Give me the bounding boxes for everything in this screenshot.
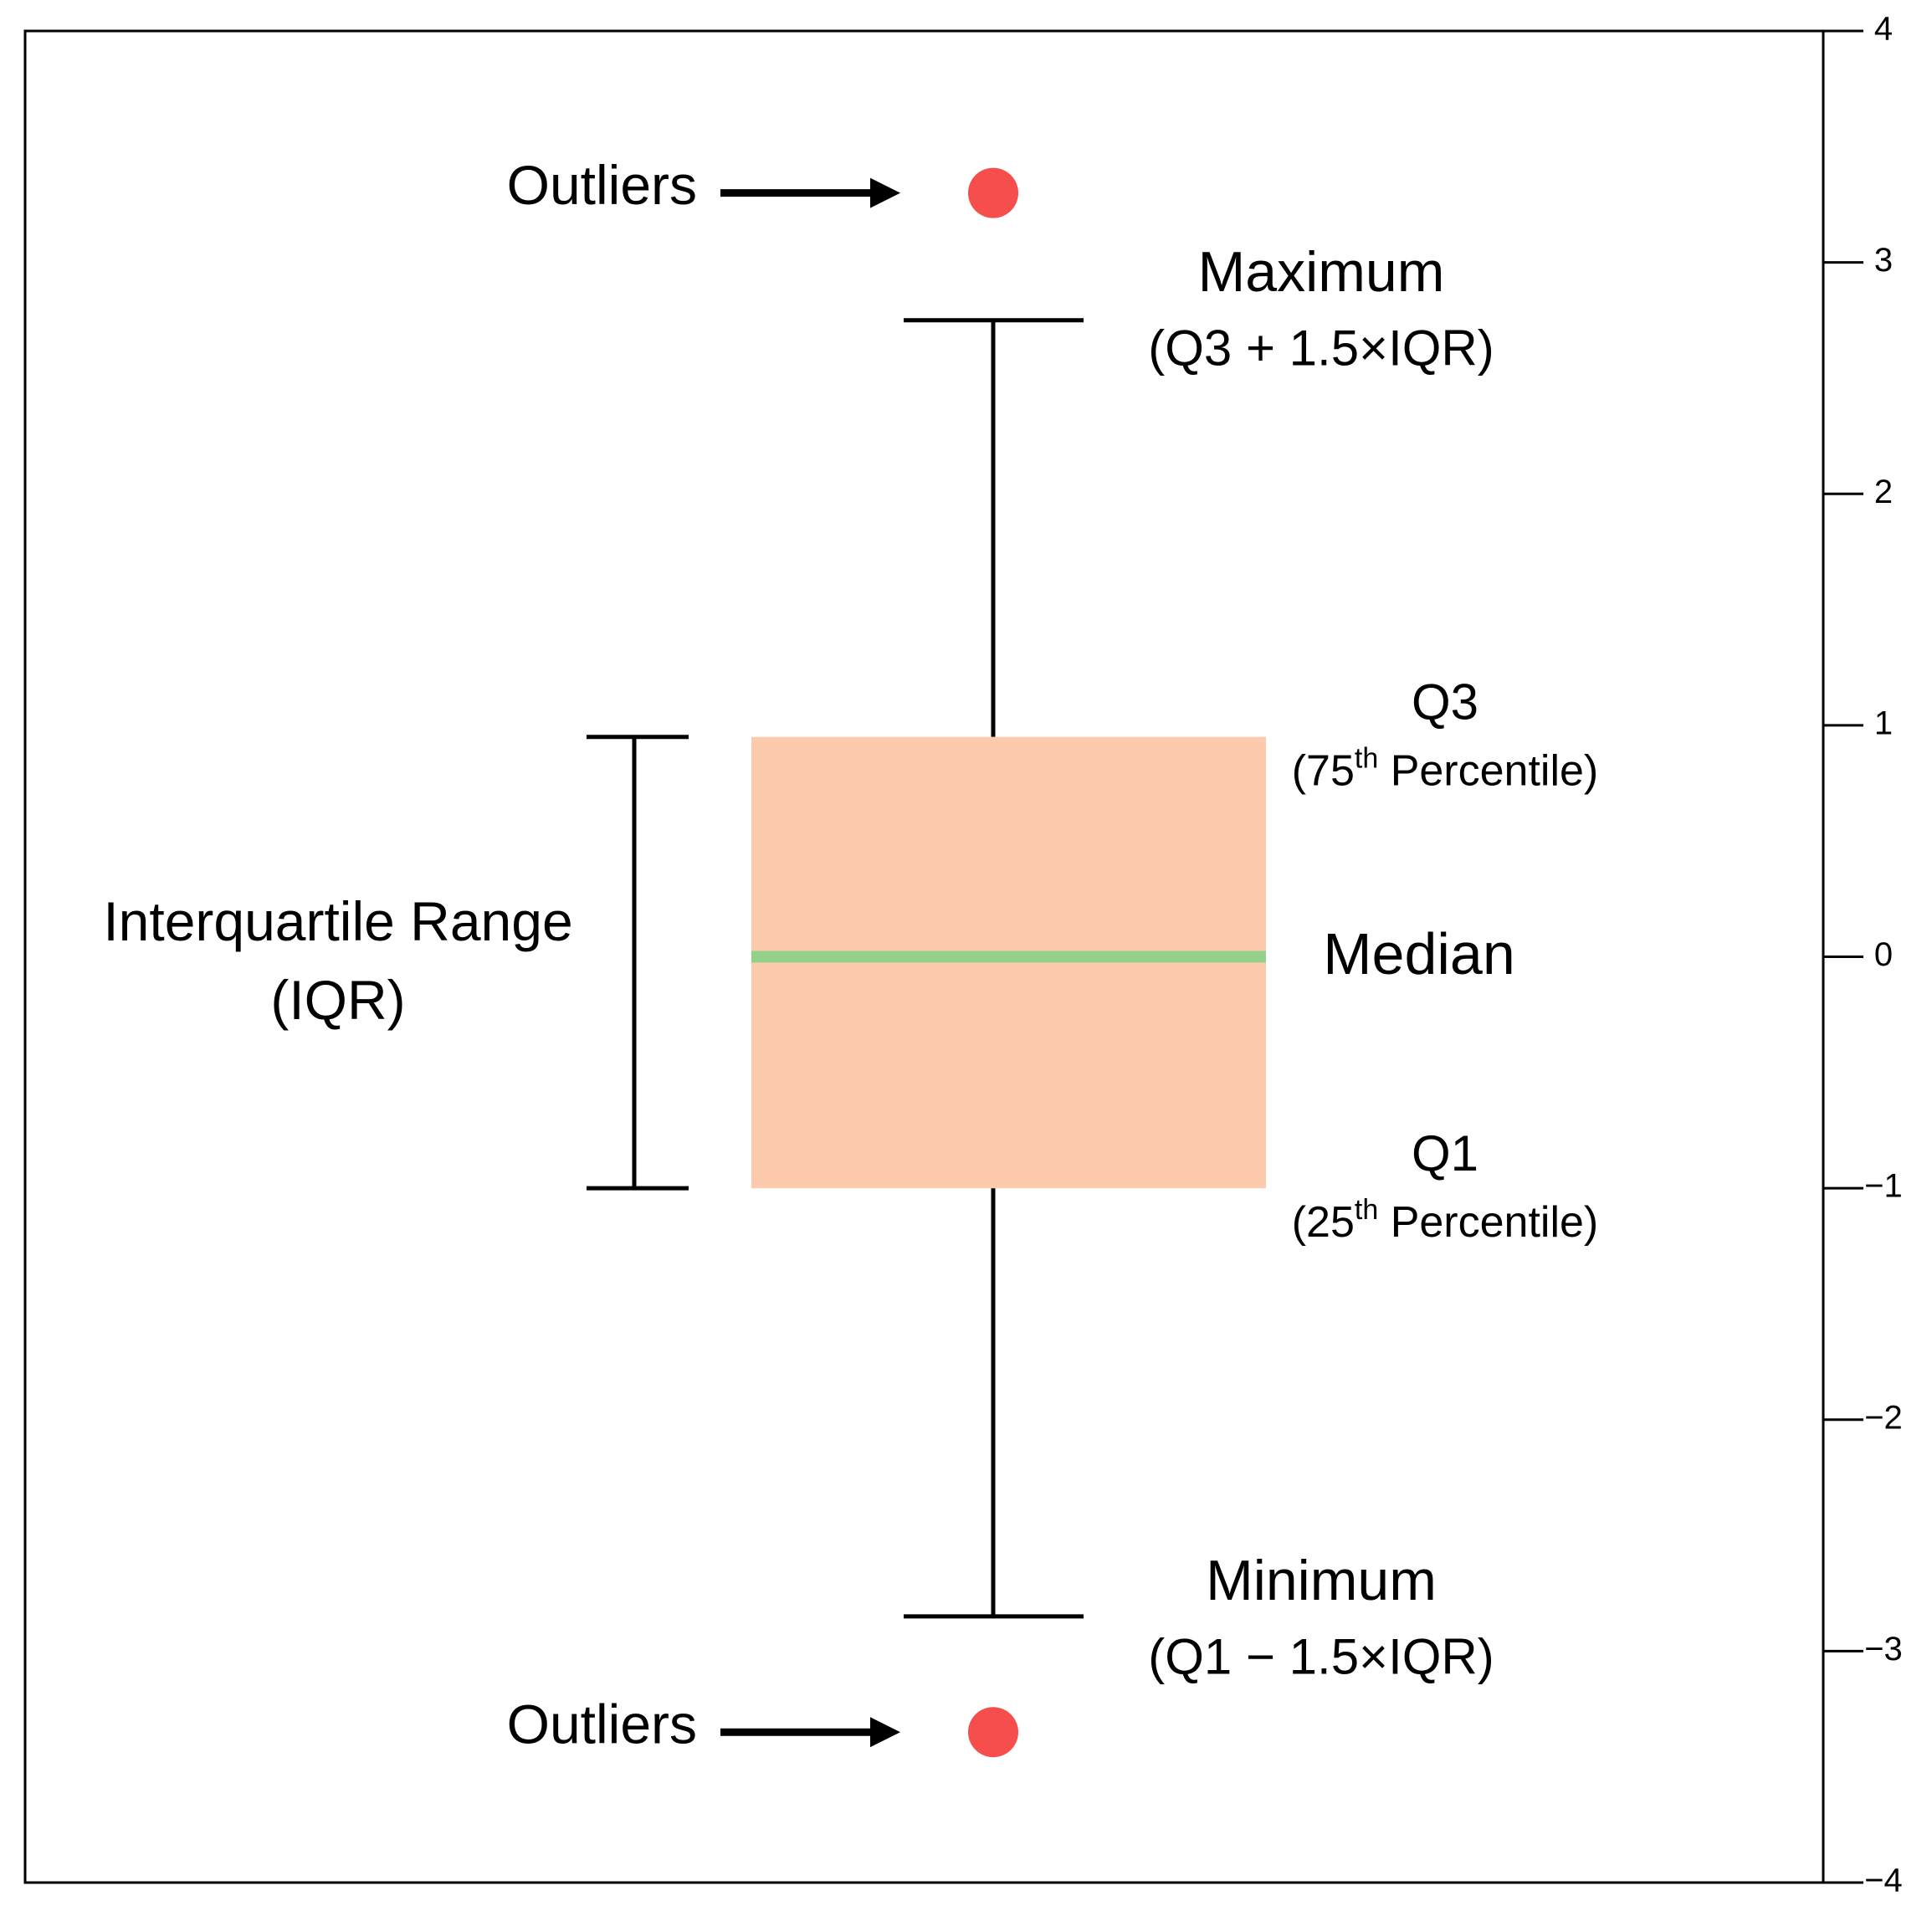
y-tick-label: 2 bbox=[1874, 474, 1893, 510]
percentile-text: (25 bbox=[1292, 1198, 1355, 1247]
percentile-text: (75 bbox=[1292, 746, 1355, 795]
maximum-formula: (Q3 + 1.5×IQR) bbox=[1148, 320, 1494, 377]
q3-label: Q3 bbox=[1412, 674, 1478, 730]
percentile-sup: th bbox=[1355, 1194, 1378, 1226]
median-label: Median bbox=[1323, 921, 1515, 986]
q3-percentile: (75th Percentile) bbox=[1292, 743, 1599, 796]
outliers-label: Outliers bbox=[507, 154, 697, 216]
percentile-sup: th bbox=[1355, 743, 1378, 775]
y-tick-label: 1 bbox=[1874, 705, 1893, 741]
y-tick-label: −4 bbox=[1864, 1862, 1903, 1899]
iqr-label: Interquartile Range bbox=[103, 890, 572, 952]
iqr-label: (IQR) bbox=[270, 969, 405, 1031]
outlier bbox=[968, 167, 1018, 218]
outliers-label: Outliers bbox=[507, 1693, 697, 1755]
outlier bbox=[968, 1707, 1018, 1758]
y-tick-label: −2 bbox=[1864, 1399, 1903, 1436]
maximum-label: Maximum bbox=[1198, 240, 1445, 304]
percentile-text: Percentile) bbox=[1378, 746, 1598, 795]
y-tick-label: 3 bbox=[1874, 242, 1893, 279]
percentile-text: Percentile) bbox=[1378, 1198, 1598, 1247]
q1-label: Q1 bbox=[1412, 1125, 1478, 1181]
q1-percentile: (25th Percentile) bbox=[1292, 1194, 1599, 1247]
y-tick-label: 4 bbox=[1874, 11, 1893, 48]
minimum-label: Minimum bbox=[1206, 1549, 1437, 1612]
minimum-formula: (Q1 − 1.5×IQR) bbox=[1148, 1629, 1494, 1685]
y-tick-label: 0 bbox=[1874, 936, 1893, 973]
y-tick-label: −3 bbox=[1864, 1631, 1903, 1668]
y-tick-label: −1 bbox=[1864, 1168, 1903, 1205]
